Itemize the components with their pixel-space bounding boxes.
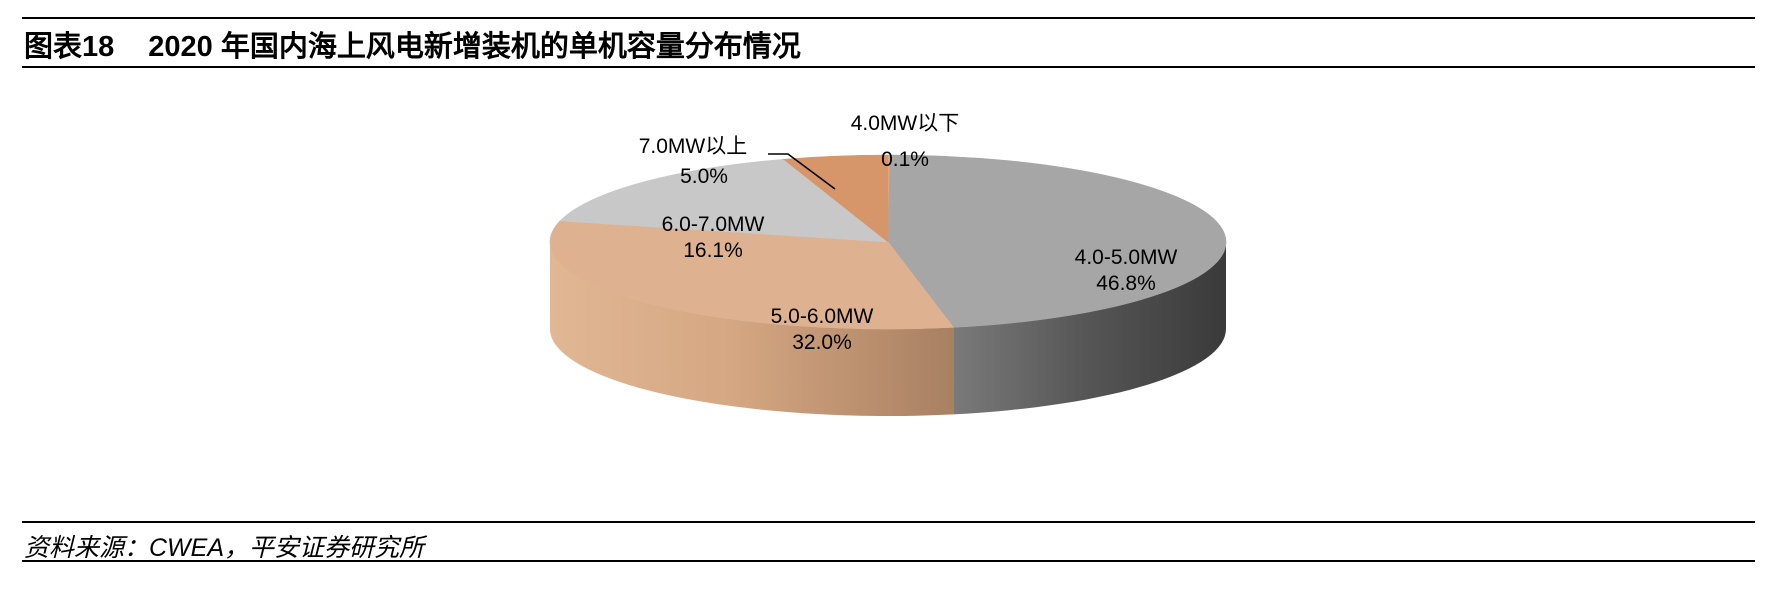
source-note: 资料来源：CWEA，平安证券研究所: [24, 534, 425, 562]
title-underline: [22, 66, 1755, 68]
pie-slice-1: [887, 154, 1227, 328]
slice-name-label-0: 4.0MW以下: [851, 112, 960, 135]
pie-sides: [550, 242, 1226, 417]
slice-percent-label-0: 0.1%: [881, 148, 929, 171]
figure-caption: 2020 年国内海上风电新增装机的单机容量分布情况: [148, 31, 801, 63]
slice-name-label-4: 7.0MW以上: [639, 135, 748, 158]
slice-name-label-1: 4.0-5.0MW: [1075, 246, 1178, 269]
top-rule: [22, 17, 1755, 19]
pie-side-2: [550, 242, 954, 417]
source-rule-bottom: [22, 560, 1755, 562]
pie-chart: 4.0MW以下 0.1% 4.0-5.0MW 46.8% 5.0-6.0MW 32.0% 6…: [549, 112, 1227, 417]
slice-percent-label-4: 5.0%: [680, 165, 728, 188]
pie-slice-2: [549, 220, 955, 330]
slice-percent-label-2: 32.0%: [792, 331, 852, 354]
pie-labels: 4.0MW以下 0.1% 4.0-5.0MW 46.8% 5.0-6.0MW 32.0% 6…: [639, 112, 1178, 354]
slice-name-label-2: 5.0-6.0MW: [771, 305, 874, 328]
slice-percent-label-3: 16.1%: [683, 239, 743, 262]
pie-slice-3: [559, 158, 889, 243]
source-rule-top: [22, 521, 1755, 523]
slice-name-label-3: 6.0-7.0MW: [662, 213, 765, 236]
pie-side-1: [953, 242, 1226, 415]
slice-percent-label-1: 46.8%: [1096, 272, 1156, 295]
pie-tops: [549, 154, 1227, 330]
pie-slice-4: [782, 154, 889, 243]
leader-line: [768, 153, 836, 190]
figure-title: 图表18 2020 年国内海上风电新增装机的单机容量分布情况: [24, 22, 801, 66]
figure-number: 图表18: [24, 31, 115, 63]
pie-chart-area: 4.0MW以下 0.1% 4.0-5.0MW 46.8% 5.0-6.0MW 32.0% 6…: [0, 70, 1776, 510]
